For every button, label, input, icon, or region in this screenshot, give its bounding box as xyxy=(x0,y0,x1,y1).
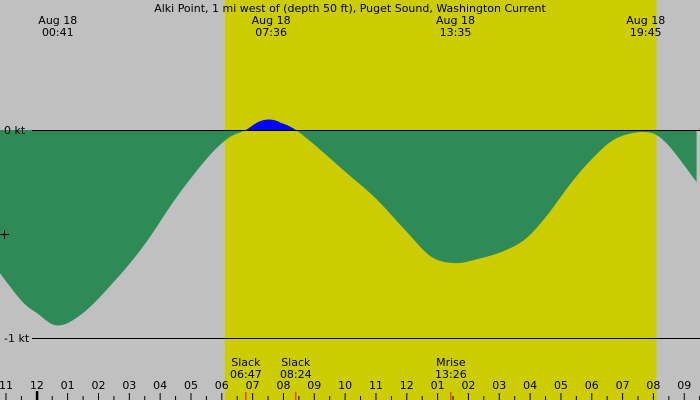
event-date-label: Aug 18 xyxy=(252,14,291,27)
hour-tick-label: 10 xyxy=(338,379,352,392)
hour-tick-label: 03 xyxy=(492,379,506,392)
hour-tick-label: 04 xyxy=(523,379,537,392)
hour-tick-label: 06 xyxy=(215,379,229,392)
hour-tick-label: 04 xyxy=(153,379,167,392)
y-tick-label: 0 kt xyxy=(4,124,26,137)
hour-tick-label: 12 xyxy=(30,379,44,392)
hour-tick-label: 07 xyxy=(246,379,260,392)
hour-tick-label: 05 xyxy=(554,379,568,392)
bottom-event-label: Slack xyxy=(281,356,311,369)
hour-tick-label: 08 xyxy=(276,379,290,392)
hour-tick-label: 01 xyxy=(431,379,445,392)
event-date-label: Aug 18 xyxy=(626,14,665,27)
hour-tick-label: 09 xyxy=(677,379,691,392)
chart-title: Alki Point, 1 mi west of (depth 50 ft), … xyxy=(154,2,546,15)
hour-tick-label: 09 xyxy=(307,379,321,392)
hour-tick-label: 07 xyxy=(616,379,630,392)
bottom-event-time: 13:26 xyxy=(435,368,467,381)
hour-tick-label: 06 xyxy=(585,379,599,392)
event-time-label: 07:36 xyxy=(255,26,287,39)
event-date-label: Aug 18 xyxy=(38,14,77,27)
hour-tick-label: 08 xyxy=(646,379,660,392)
bottom-event-time: 08:24 xyxy=(280,368,312,381)
event-time-label: 19:45 xyxy=(630,26,662,39)
event-date-label: Aug 18 xyxy=(436,14,475,27)
hour-tick-label: 11 xyxy=(369,379,383,392)
event-time-label: 00:41 xyxy=(42,26,74,39)
hour-tick-label: 01 xyxy=(61,379,75,392)
y-tick-label: -1 kt xyxy=(4,332,30,345)
hour-tick-label: 02 xyxy=(461,379,475,392)
bottom-event-time: 06:47 xyxy=(230,368,262,381)
ebb-current-area xyxy=(0,130,697,326)
hour-tick-label: 05 xyxy=(184,379,198,392)
hour-tick-label: 11 xyxy=(0,379,13,392)
hour-tick-label: 02 xyxy=(91,379,105,392)
bottom-event-label: Mrise xyxy=(436,356,466,369)
event-time-label: 13:35 xyxy=(440,26,472,39)
hour-tick-label: 03 xyxy=(122,379,136,392)
hour-tick-label: 12 xyxy=(400,379,414,392)
bottom-event-label: Slack xyxy=(231,356,261,369)
midnight-marker xyxy=(35,391,39,400)
